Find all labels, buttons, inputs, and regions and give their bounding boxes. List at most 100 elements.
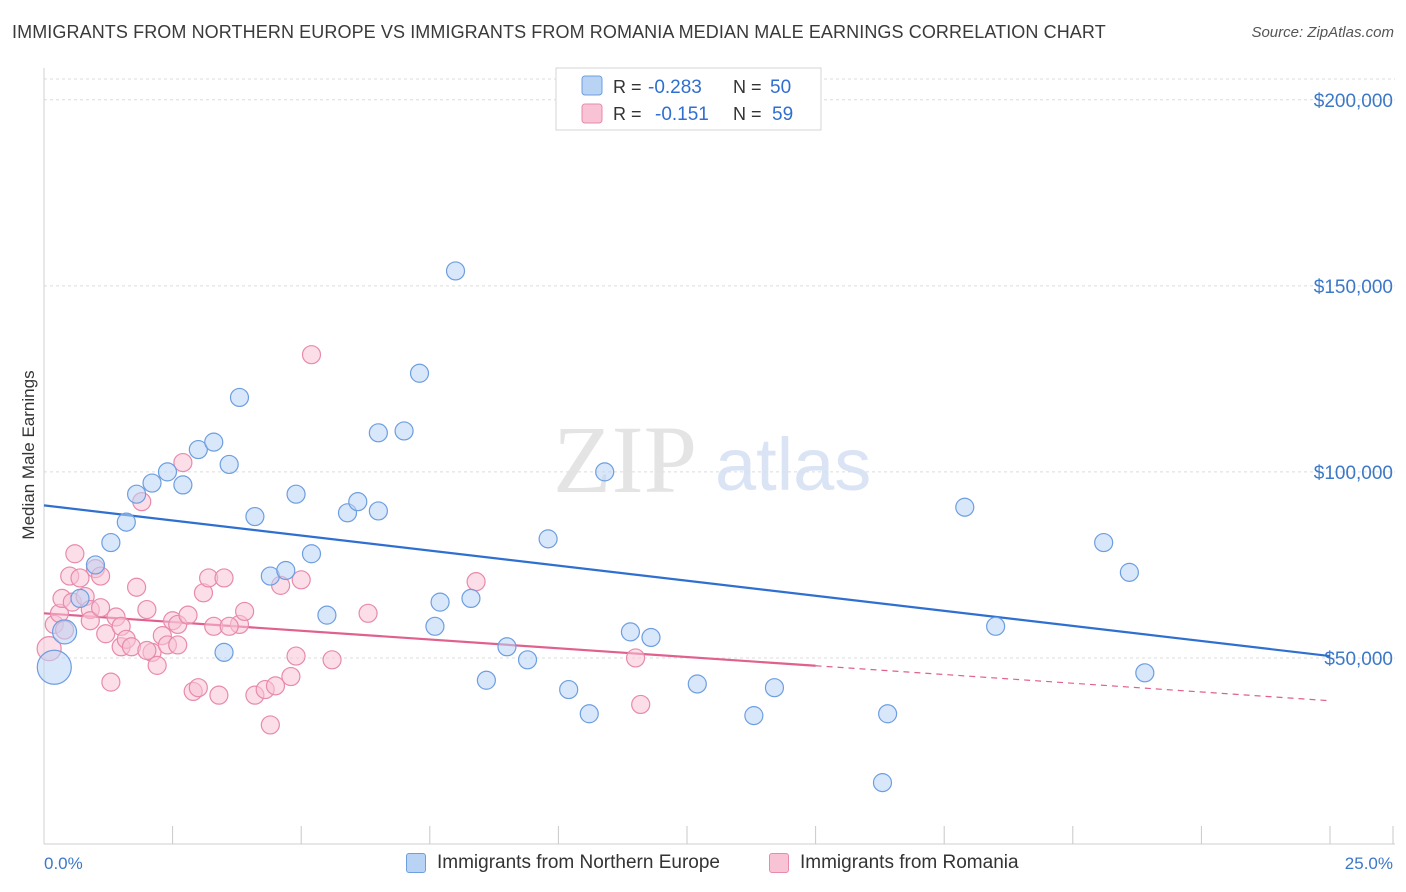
legend-swatch-romania: [769, 853, 789, 873]
data-point-romania: [322, 650, 342, 670]
data-point-romania: [358, 603, 378, 623]
trend-line-romania-extension: [815, 665, 1331, 702]
data-point-romania: [80, 611, 100, 631]
data-point-northern-europe: [872, 773, 893, 793]
legend-label-northern-europe: Immigrants from Northern Europe: [437, 852, 720, 873]
data-point-northern-europe: [368, 501, 388, 521]
data-point-northern-europe: [409, 363, 430, 383]
data-point-northern-europe: [641, 627, 661, 648]
data-point-romania: [188, 678, 208, 698]
y-tick-label: $50,000: [1324, 649, 1393, 670]
data-point-northern-europe: [317, 605, 337, 625]
legend-item-northern-europe[interactable]: Immigrants from Northern Europe: [406, 852, 720, 874]
data-point-northern-europe: [517, 650, 538, 670]
data-point-northern-europe: [579, 704, 599, 724]
series-northern-europe-points: [36, 261, 1155, 793]
data-point-romania: [219, 616, 239, 636]
axes: [43, 68, 1395, 845]
data-point-northern-europe: [986, 616, 1006, 636]
data-point-romania: [173, 452, 193, 473]
data-point-romania: [90, 598, 111, 618]
grid-lines: [44, 78, 1395, 659]
data-point-northern-europe: [51, 619, 78, 645]
legend-swatch-blue: [581, 75, 603, 96]
y-tick-label: $150,000: [1314, 277, 1393, 298]
data-point-romania: [260, 715, 280, 735]
legend-r-label-2: R =: [613, 104, 642, 124]
data-point-northern-europe: [36, 649, 72, 685]
watermark-atlas: atlas: [715, 423, 871, 506]
x-tick-label-min: 0.0%: [44, 854, 83, 873]
data-point-romania: [625, 648, 646, 668]
data-point-romania: [126, 577, 147, 597]
data-point-romania: [70, 568, 90, 588]
data-point-romania: [265, 676, 286, 696]
watermark-zip: ZIP: [553, 406, 697, 513]
data-point-northern-europe: [476, 670, 496, 690]
data-point-northern-europe: [744, 706, 764, 726]
data-point-northern-europe: [955, 497, 975, 517]
y-tick-label: $200,000: [1314, 91, 1393, 112]
data-point-romania: [214, 568, 234, 588]
data-point-romania: [286, 646, 306, 666]
data-point-northern-europe: [126, 484, 147, 504]
data-point-northern-europe: [173, 475, 193, 495]
data-point-romania: [235, 601, 255, 622]
data-point-northern-europe: [101, 532, 121, 553]
data-point-northern-europe: [1135, 663, 1155, 683]
data-point-northern-europe: [116, 512, 136, 532]
data-point-romania: [209, 685, 229, 705]
data-point-northern-europe: [286, 484, 306, 504]
legend-swatch-northern-europe: [406, 853, 426, 873]
legend-r-value-2: -0.151: [655, 104, 709, 125]
data-point-northern-europe: [219, 454, 239, 475]
data-point-northern-europe: [142, 473, 162, 493]
data-point-romania: [301, 345, 322, 365]
watermark: ZIP atlas: [553, 406, 871, 513]
series-legend: Immigrants from Northern Europe Immigran…: [0, 852, 1406, 878]
data-point-northern-europe: [425, 616, 445, 636]
data-point-northern-europe: [497, 637, 517, 657]
data-point-northern-europe: [85, 555, 106, 575]
data-point-romania: [168, 635, 188, 655]
legend-swatch-pink: [581, 103, 603, 124]
data-point-romania: [281, 666, 301, 687]
data-point-northern-europe: [348, 492, 368, 512]
data-point-romania: [178, 605, 198, 625]
data-point-northern-europe: [445, 261, 466, 281]
y-tick-label: $100,000: [1314, 463, 1393, 484]
data-point-romania: [291, 570, 311, 590]
x-tick-label-max: 25.0%: [1345, 854, 1393, 873]
y-axis-label: Median Male Earnings: [19, 370, 38, 539]
legend-n-value-1: 50: [770, 77, 791, 98]
chart-title: IMMIGRANTS FROM NORTHERN EUROPE VS IMMIG…: [12, 22, 1106, 42]
data-point-northern-europe: [276, 560, 296, 581]
legend-label-romania: Immigrants from Romania: [800, 852, 1019, 873]
data-point-northern-europe: [394, 421, 414, 441]
data-point-northern-europe: [157, 462, 178, 482]
data-point-romania: [65, 544, 85, 564]
trend-line-northern-europe: [43, 504, 1331, 658]
data-point-northern-europe: [687, 674, 707, 694]
data-point-northern-europe: [764, 678, 785, 698]
data-point-romania: [96, 624, 116, 644]
data-point-northern-europe: [430, 592, 450, 612]
legend-r-value-1: -0.283: [648, 77, 702, 98]
data-point-northern-europe: [1094, 532, 1114, 553]
data-point-romania: [101, 672, 121, 692]
legend-r-label-1: R =: [613, 77, 642, 97]
data-point-northern-europe: [245, 506, 265, 527]
data-point-northern-europe: [368, 423, 388, 443]
source-label: Source: ZipAtlas.com: [1251, 24, 1394, 41]
data-point-northern-europe: [188, 439, 208, 460]
data-point-northern-europe: [204, 432, 224, 452]
legend-item-romania[interactable]: Immigrants from Romania: [769, 852, 1019, 874]
stats-legend: R = -0.283 N = 50 R = -0.151 N = 59: [555, 67, 822, 131]
data-point-romania: [137, 599, 157, 620]
data-point-northern-europe: [559, 679, 579, 700]
legend-n-value-2: 59: [772, 104, 793, 125]
data-point-northern-europe: [229, 387, 250, 408]
series-romania-points: [36, 345, 651, 735]
data-point-northern-europe: [538, 529, 558, 549]
